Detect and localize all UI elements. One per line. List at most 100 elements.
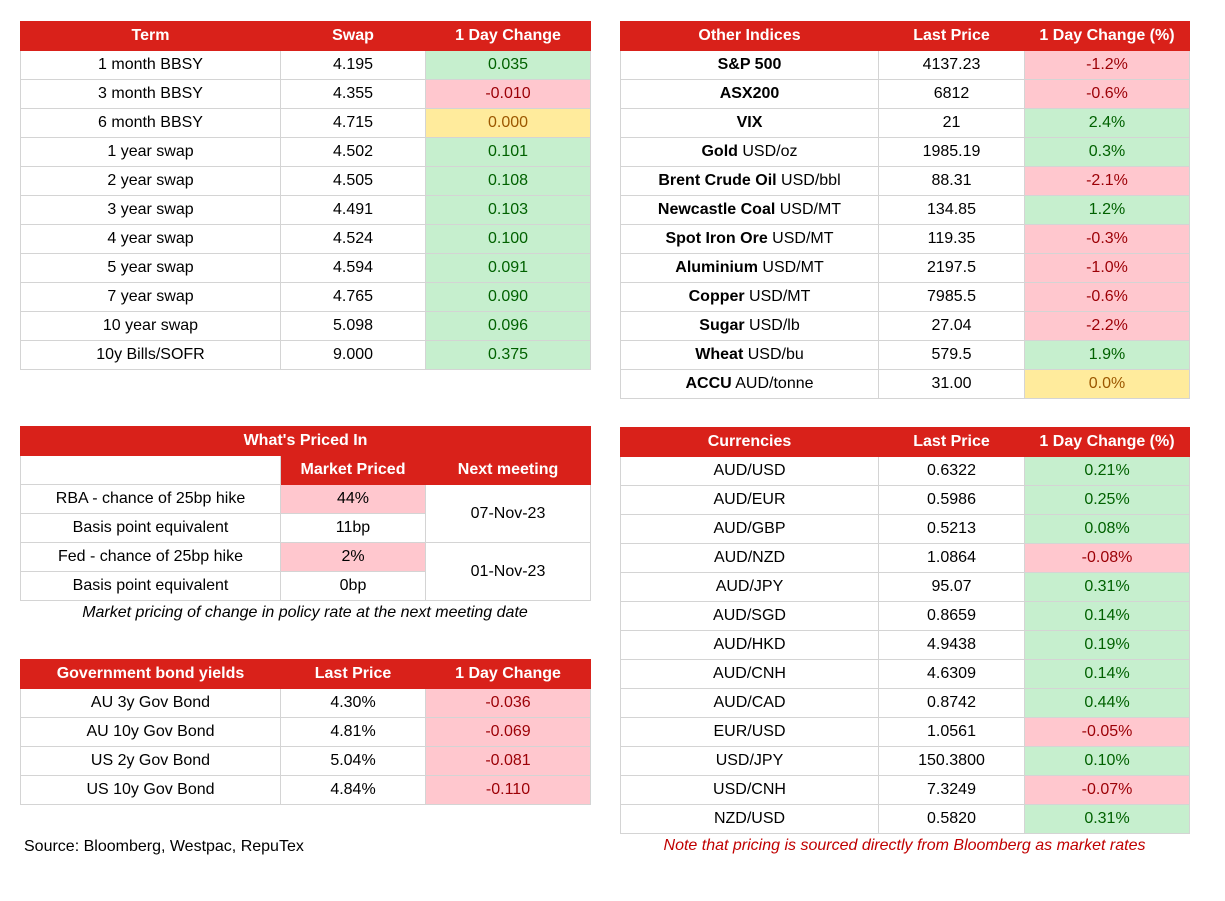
table-row: Aluminium USD/MT 2197.5 -1.0% [620,253,1190,283]
index-price-cell: 7985.5 [878,282,1025,312]
swap-cell: 4.765 [280,282,426,312]
fx-price-cell: 0.6322 [878,456,1025,486]
swap-cell: 4.505 [280,166,426,196]
bond-price-cell: 5.04% [280,746,426,776]
index-price-cell: 27.04 [878,311,1025,341]
index-name: S&P 500 [717,56,782,73]
bond-change-header: 1 Day Change [425,659,591,689]
fed-next-meeting: 01-Nov-23 [425,542,591,601]
change-pct-header: 1 Day Change (%) [1024,21,1190,51]
index-unit: USD/MT [744,288,811,305]
table-row: AUD/GBP 0.5213 0.08% [620,514,1190,544]
fx-price-header: Last Price [878,427,1025,457]
table-row: Brent Crude Oil USD/bbl 88.31 -2.1% [620,166,1190,196]
index-unit: USD/MT [775,201,842,218]
index-name-cell: Brent Crude Oil USD/bbl [620,166,879,196]
bond-name-cell: US 10y Gov Bond [20,775,281,805]
table-row: AUD/SGD 0.8659 0.14% [620,601,1190,631]
change-cell: -0.010 [425,79,591,109]
swap-rates-table: Term Swap 1 Day Change 1 month BBSY 4.195… [20,21,591,370]
bond-name-cell: US 2y Gov Bond [20,746,281,776]
priced-in-table: What's Priced In Market Priced Next meet… [20,426,591,601]
index-name-cell: Sugar USD/lb [620,311,879,341]
fed-hike-label: Fed - chance of 25bp hike [20,542,281,572]
index-name-cell: Spot Iron Ore USD/MT [620,224,879,254]
index-price-cell: 1985.19 [878,137,1025,167]
fx-change-cell: 0.14% [1024,601,1190,631]
change-cell: 0.090 [425,282,591,312]
table-row: S&P 500 4137.23 -1.2% [620,50,1190,80]
table-row: AUD/NZD 1.0864 -0.08% [620,543,1190,573]
swap-cell: 4.715 [280,108,426,138]
term-cell: 2 year swap [20,166,281,196]
fx-pair-cell: AUD/USD [620,456,879,486]
index-change-cell: -1.0% [1024,253,1190,283]
swap-cell: 4.502 [280,137,426,167]
index-name: Brent Crude Oil [658,172,777,189]
table-row: AU 3y Gov Bond 4.30% -0.036 [20,688,591,718]
bloomberg-disclaimer: Note that pricing is sourced directly fr… [663,837,1146,854]
bond-header: Government bond yields [20,659,281,689]
fx-change-cell: 0.14% [1024,659,1190,689]
index-change-cell: 1.2% [1024,195,1190,225]
rba-next-meeting: 07-Nov-23 [425,484,591,543]
index-unit: USD/bbl [776,172,841,189]
index-price-cell: 88.31 [878,166,1025,196]
table-row: 2 year swap 4.505 0.108 [20,166,591,196]
index-name: ASX200 [719,85,780,102]
table-row: 3 year swap 4.491 0.103 [20,195,591,225]
table-row: AUD/EUR 0.5986 0.25% [620,485,1190,515]
other-indices-table: Other Indices Last Price 1 Day Change (%… [620,21,1190,399]
swap-header: Swap [280,21,426,51]
table-row: US 2y Gov Bond 5.04% -0.081 [20,746,591,776]
fx-change-header: 1 Day Change (%) [1024,427,1190,457]
term-cell: 1 month BBSY [20,50,281,80]
fx-pair-cell: AUD/EUR [620,485,879,515]
fx-pair-cell: AUD/SGD [620,601,879,631]
swap-cell: 5.098 [280,311,426,341]
table-row: 10y Bills/SOFR 9.000 0.375 [20,340,591,370]
index-change-cell: -0.6% [1024,282,1190,312]
index-unit: USD/MT [767,230,834,247]
index-name: Sugar [699,317,745,334]
change-cell: 0.096 [425,311,591,341]
index-price-cell: 6812 [878,79,1025,109]
table-row: US 10y Gov Bond 4.84% -0.110 [20,775,591,805]
fx-price-cell: 150.3800 [878,746,1025,776]
index-name: Copper [688,288,745,305]
term-header: Term [20,21,281,51]
source-footer: Source: Bloomberg, Westpac, RepuTex [24,838,304,855]
fx-change-cell: 0.31% [1024,572,1190,602]
fx-pair-cell: USD/JPY [620,746,879,776]
index-name-cell: S&P 500 [620,50,879,80]
table-row: AUD/HKD 4.9438 0.19% [620,630,1190,660]
gov-bond-table: Government bond yields Last Price 1 Day … [20,659,591,805]
index-unit: USD/oz [737,143,798,160]
fx-change-cell: -0.08% [1024,543,1190,573]
index-change-cell: -1.2% [1024,50,1190,80]
change-cell: 0.375 [425,340,591,370]
fx-pair-cell: EUR/USD [620,717,879,747]
swap-cell: 4.491 [280,195,426,225]
index-price-cell: 2197.5 [878,253,1025,283]
index-change-cell: 1.9% [1024,340,1190,370]
rba-hike-label: RBA - chance of 25bp hike [20,484,281,514]
fx-change-cell: 0.25% [1024,485,1190,515]
table-row: 5 year swap 4.594 0.091 [20,253,591,283]
table-row: Copper USD/MT 7985.5 -0.6% [620,282,1190,312]
fx-pair-cell: AUD/JPY [620,572,879,602]
table-row: 10 year swap 5.098 0.096 [20,311,591,341]
table-row: 1 month BBSY 4.195 0.035 [20,50,591,80]
bond-name-cell: AU 3y Gov Bond [20,688,281,718]
index-price-cell: 31.00 [878,369,1025,399]
index-name-cell: Copper USD/MT [620,282,879,312]
fx-change-cell: 0.44% [1024,688,1190,718]
term-cell: 10y Bills/SOFR [20,340,281,370]
change-cell: 0.091 [425,253,591,283]
term-cell: 3 year swap [20,195,281,225]
index-name-cell: ACCU AUD/tonne [620,369,879,399]
fx-price-cell: 0.8742 [878,688,1025,718]
fx-pair-cell: USD/CNH [620,775,879,805]
fx-price-cell: 4.9438 [878,630,1025,660]
index-name: Newcastle Coal [657,201,776,218]
